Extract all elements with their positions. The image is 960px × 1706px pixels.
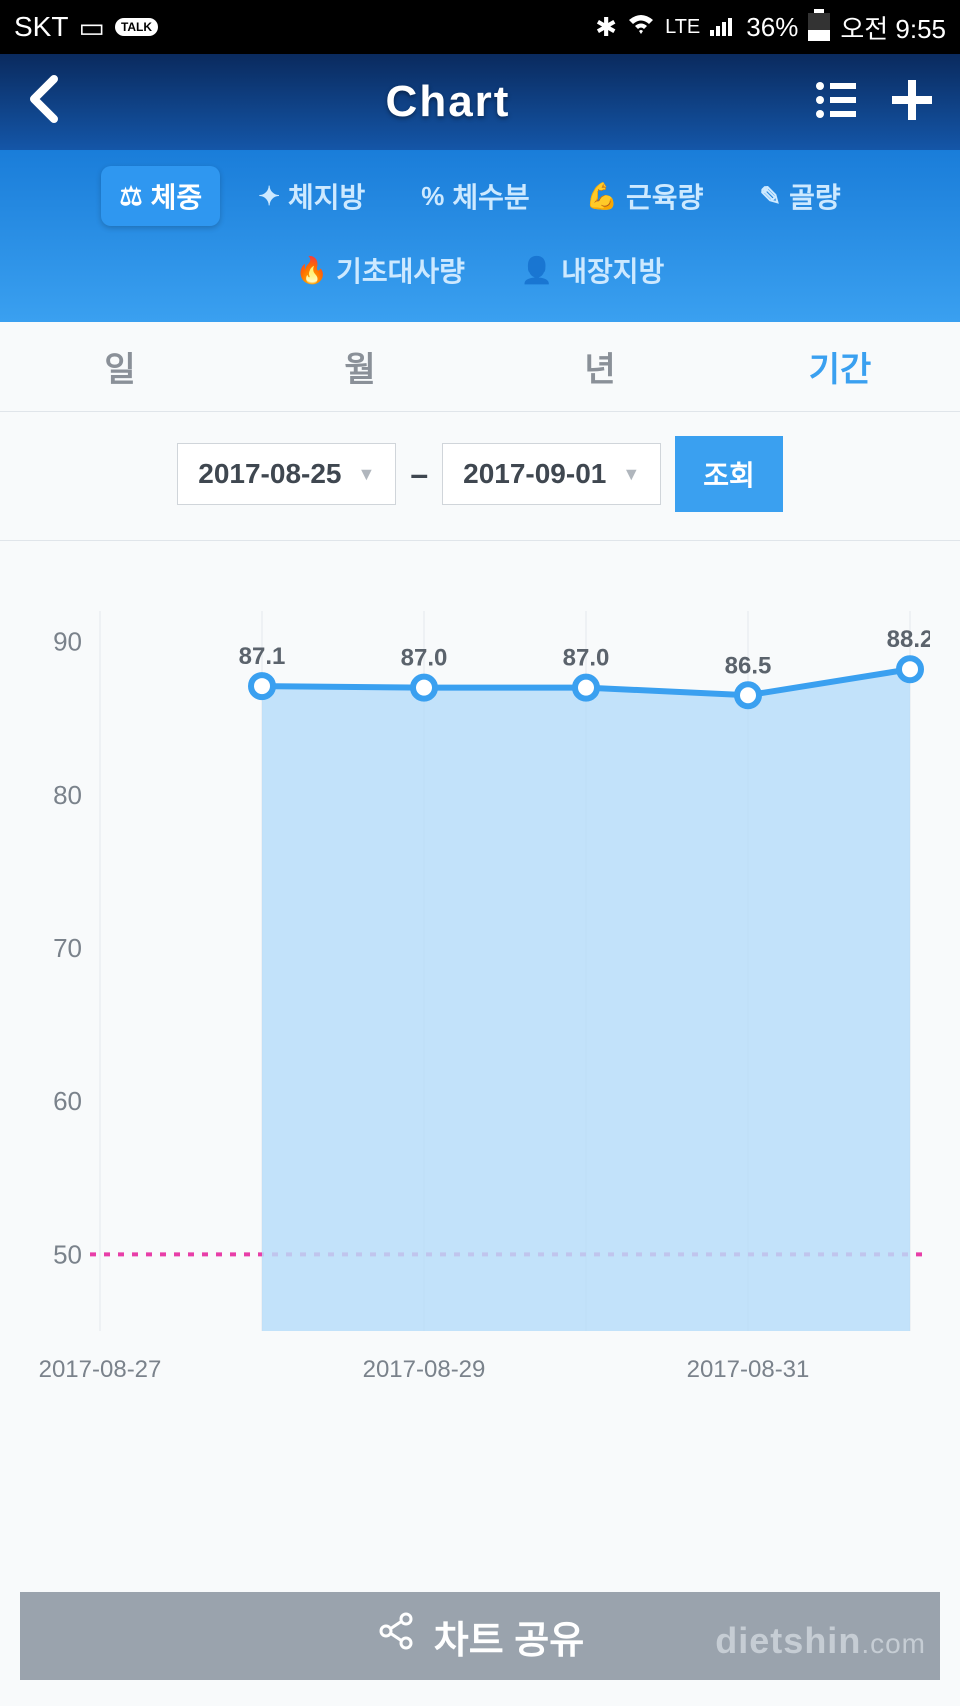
period-tabs: 일월년기간	[0, 322, 960, 412]
query-button[interactable]: 조회	[675, 436, 783, 512]
bluetooth-icon: ✱	[595, 12, 617, 43]
share-bar-container: 차트 공유	[20, 1592, 940, 1680]
share-icon	[376, 1611, 416, 1661]
svg-text:80: 80	[53, 780, 82, 810]
carrier-label: SKT	[14, 11, 68, 43]
metric-icon: ✦	[258, 181, 280, 212]
svg-text:2017-08-31: 2017-08-31	[687, 1356, 810, 1383]
metric-tab-4[interactable]: ✎ 골량	[741, 166, 858, 226]
back-button[interactable]	[24, 68, 84, 137]
metric-tab-5[interactable]: 🔥 기초대사량	[278, 240, 483, 300]
share-chart-button[interactable]: 차트 공유	[20, 1592, 940, 1680]
metric-icon: 👤	[521, 255, 553, 286]
talk-badge: TALK	[115, 18, 158, 36]
add-icon[interactable]	[888, 76, 936, 129]
metric-label: 근육량	[626, 176, 703, 216]
date-to-select[interactable]: 2017-09-01 ▼	[442, 443, 661, 505]
svg-text:70: 70	[53, 933, 82, 963]
svg-text:90: 90	[53, 627, 82, 657]
vr-icon: ▭	[78, 11, 104, 44]
battery-pct: 36%	[746, 12, 798, 43]
app-header: Chart	[0, 54, 960, 150]
date-from-value: 2017-08-25	[198, 458, 341, 490]
date-from-select[interactable]: 2017-08-25 ▼	[177, 443, 396, 505]
metric-tab-0[interactable]: ⚖ 체중	[101, 166, 220, 226]
metric-label: 골량	[789, 176, 841, 216]
svg-text:86.5: 86.5	[725, 652, 772, 679]
svg-text:2017-08-29: 2017-08-29	[363, 1356, 486, 1383]
period-tab-2[interactable]: 년	[480, 322, 720, 411]
metric-icon: 💪	[586, 181, 618, 212]
metric-label: 기초대사량	[336, 250, 465, 290]
network-type: LTE	[665, 16, 700, 39]
svg-text:87.1: 87.1	[239, 643, 286, 670]
list-icon[interactable]	[812, 76, 860, 129]
page-title: Chart	[84, 77, 812, 127]
status-bar: SKT ▭ TALK ✱ LTE 36% 오전 9:55	[0, 0, 960, 54]
metric-tab-2[interactable]: % 체수분	[403, 166, 547, 226]
svg-text:87.0: 87.0	[563, 645, 610, 672]
metric-tab-3[interactable]: 💪 근육량	[568, 166, 722, 226]
period-tab-1[interactable]: 월	[240, 322, 480, 411]
wifi-icon	[627, 12, 655, 43]
weight-chart: 50 60 70 80 90 87.1 87.0 87.0 86.5 88.2 2017-08-27…	[30, 581, 930, 1401]
battery-icon	[808, 13, 830, 41]
caret-down-icon: ▼	[358, 464, 376, 485]
share-label: 차트 공유	[434, 1609, 584, 1664]
caret-down-icon: ▼	[622, 464, 640, 485]
metric-icon: ⚖	[119, 181, 142, 212]
chart-container: 50 60 70 80 90 87.1 87.0 87.0 86.5 88.2 2017-08-27…	[0, 541, 960, 1421]
svg-text:60: 60	[53, 1086, 82, 1116]
date-to-value: 2017-09-01	[463, 458, 606, 490]
status-right: ✱ LTE 36% 오전 9:55	[595, 9, 946, 46]
metric-tabs: ⚖ 체중 ✦ 체지방% 체수분 💪 근육량 ✎ 골량 🔥 기초대사량 👤 내장지방	[0, 150, 960, 322]
date-range-row: 2017-08-25 ▼ – 2017-09-01 ▼ 조회	[0, 412, 960, 541]
svg-text:2017-08-27: 2017-08-27	[39, 1356, 162, 1383]
period-tab-3[interactable]: 기간	[720, 322, 960, 411]
metric-label: 내장지방	[561, 250, 664, 290]
svg-text:87.0: 87.0	[401, 645, 448, 672]
metric-tab-6[interactable]: 👤 내장지방	[503, 240, 682, 300]
status-left: SKT ▭ TALK	[14, 11, 158, 44]
metric-icon: %	[421, 181, 444, 212]
metric-tab-1[interactable]: ✦ 체지방	[240, 166, 383, 226]
range-dash: –	[410, 456, 428, 493]
header-actions	[812, 76, 936, 129]
metric-icon: ✎	[759, 181, 781, 212]
period-tab-0[interactable]: 일	[0, 322, 240, 411]
metric-label: 체중	[151, 176, 203, 216]
metric-label: 체지방	[288, 176, 365, 216]
signal-icon	[710, 12, 736, 43]
metric-icon: 🔥	[296, 255, 328, 286]
svg-text:88.2: 88.2	[887, 626, 930, 653]
clock: 오전 9:55	[840, 9, 946, 46]
svg-text:50: 50	[53, 1239, 82, 1269]
metric-label: 체수분	[452, 176, 529, 216]
